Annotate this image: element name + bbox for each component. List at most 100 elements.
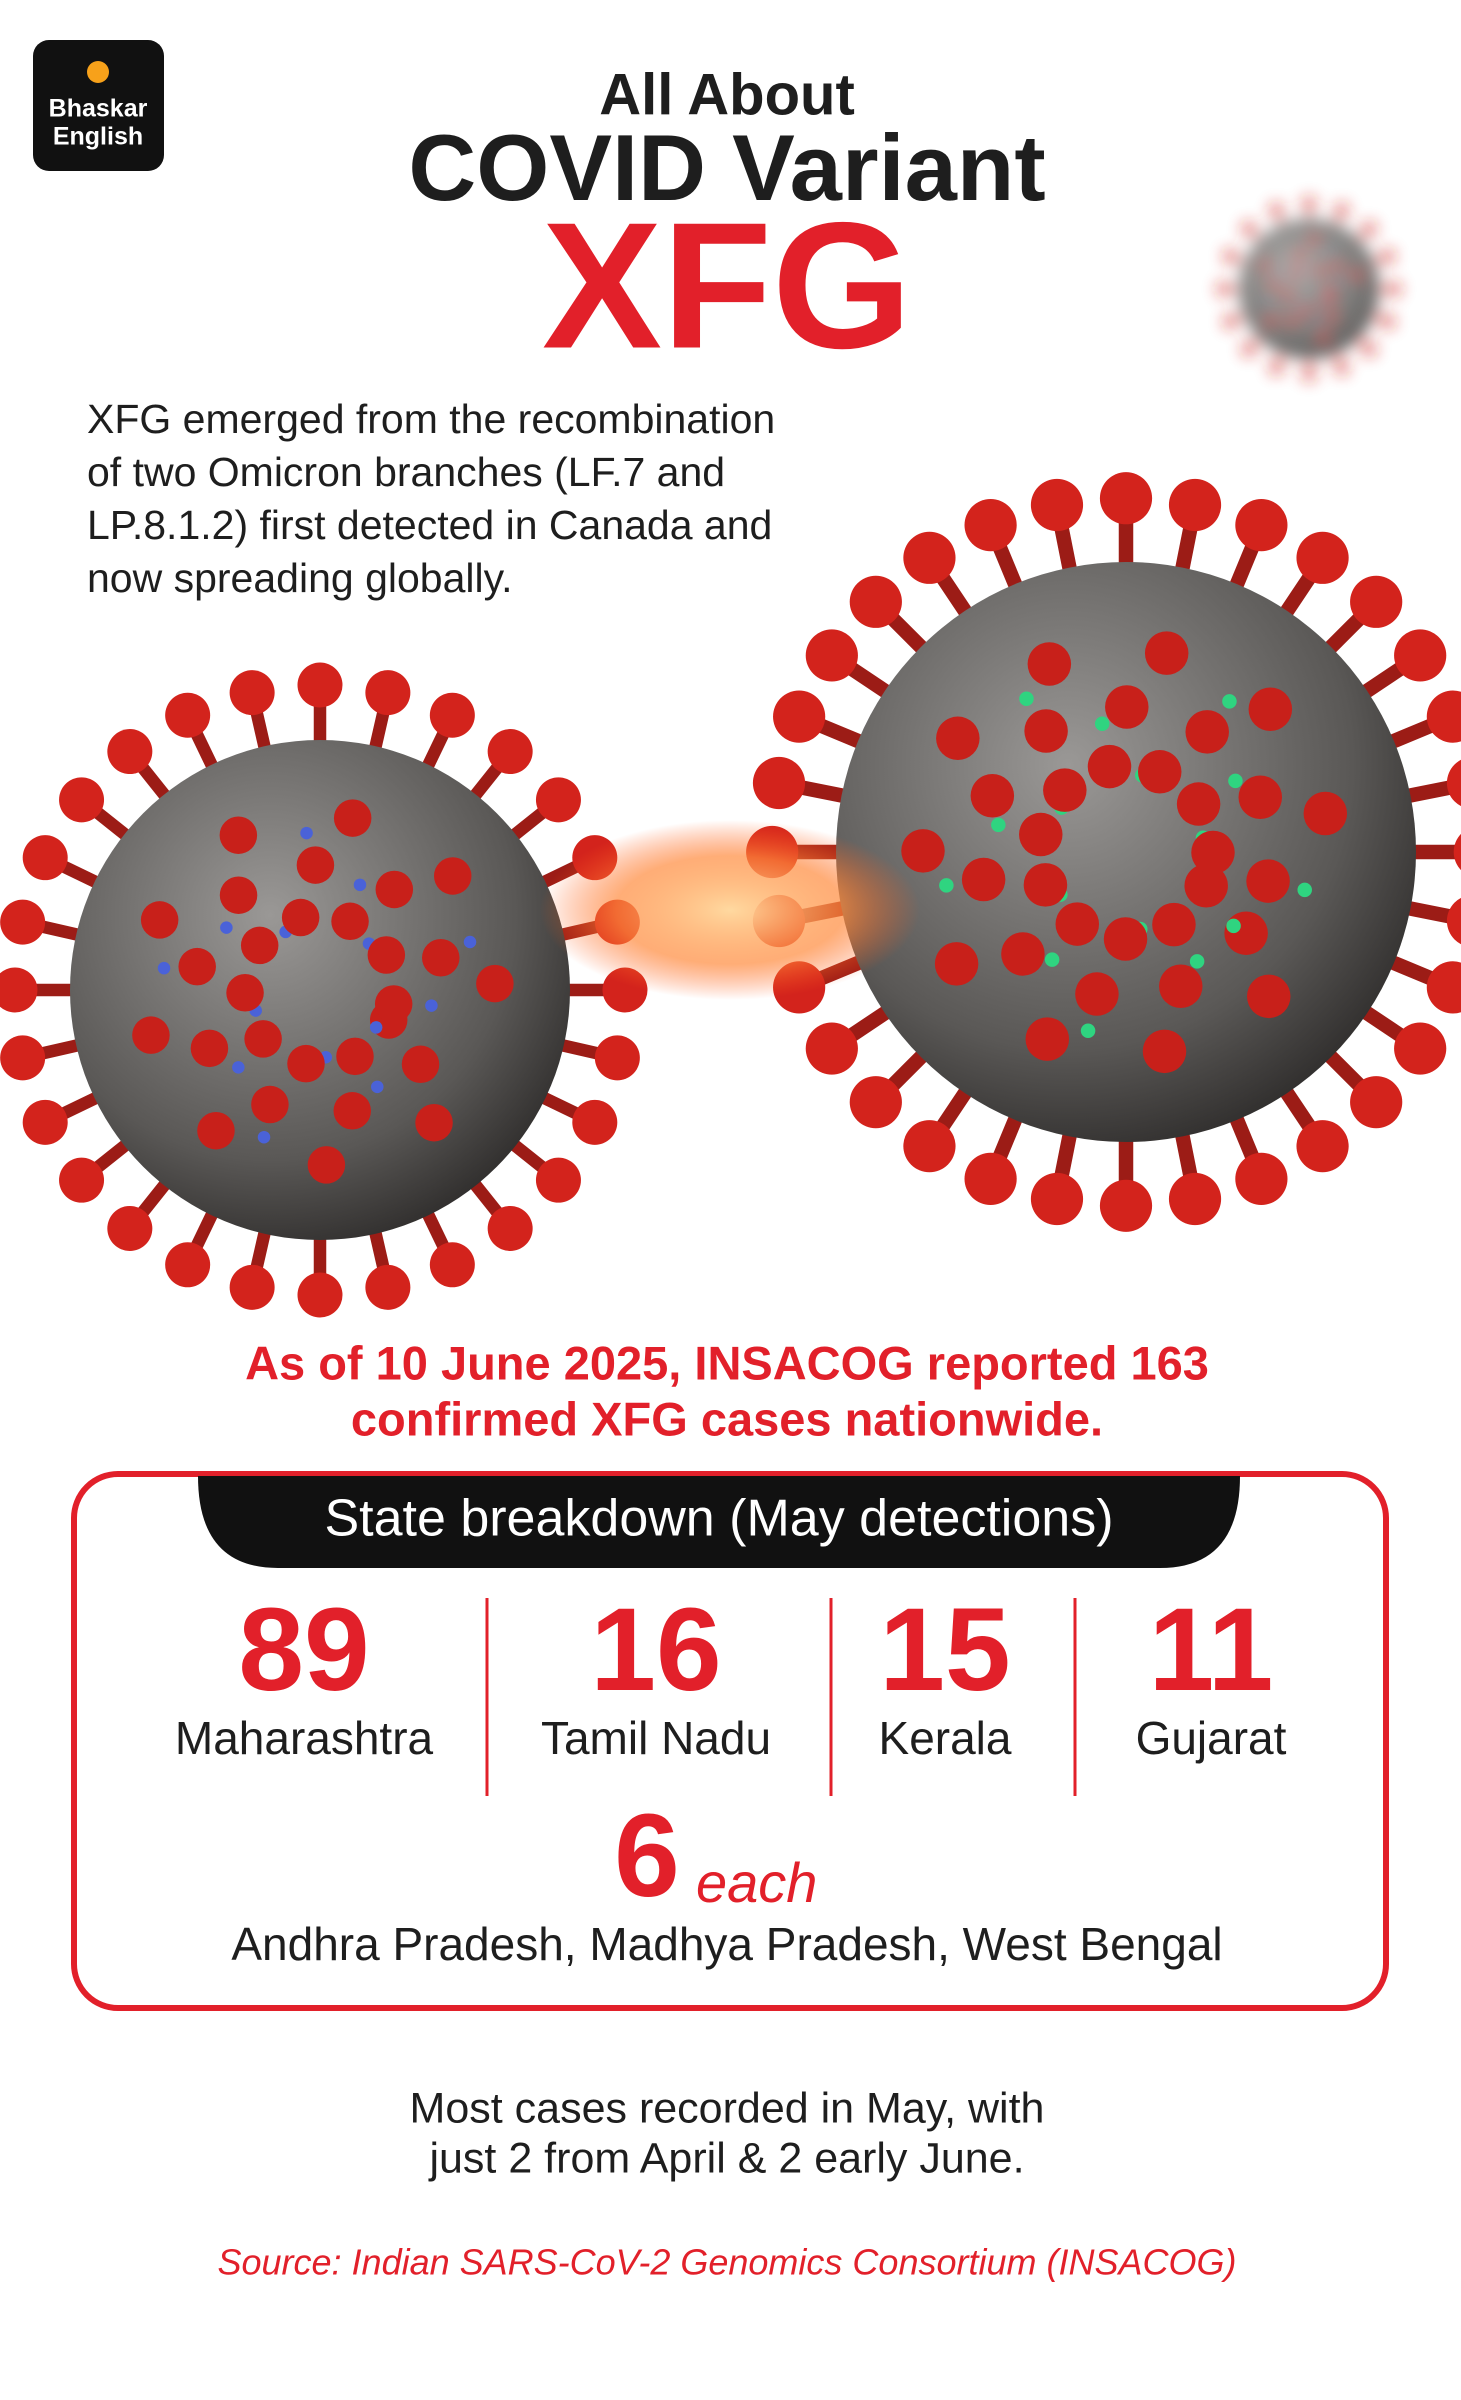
- spike-head: [1168, 478, 1222, 532]
- surface-spike: [1159, 964, 1203, 1009]
- spike-head: [1350, 1076, 1403, 1129]
- spike-head: [229, 670, 275, 716]
- surface-dot: [1222, 694, 1237, 709]
- spike-head: [22, 1099, 68, 1145]
- surface-spike: [1301, 304, 1313, 316]
- headline: As of 10 June 2025, INSACOG reported 163: [245, 1336, 1209, 1389]
- spike-head: [0, 1035, 46, 1081]
- surface-spike: [374, 985, 413, 1023]
- surface-dot: [1080, 1023, 1096, 1038]
- spike-head: [1030, 478, 1084, 532]
- surface-dot: [300, 826, 313, 840]
- surface-spike: [1105, 685, 1149, 729]
- spike-head: [1394, 1022, 1447, 1075]
- spike-head: [229, 1264, 275, 1310]
- spike-head: [964, 499, 1017, 552]
- spike-head: [165, 692, 211, 738]
- state-name: Maharashtra: [175, 1712, 434, 1764]
- surface-spike: [1137, 750, 1182, 794]
- surface-spike: [178, 947, 216, 986]
- surface-spike: [961, 857, 1006, 902]
- surface-spike: [375, 870, 414, 909]
- surface-spike: [1043, 768, 1087, 812]
- headline: confirmed XFG cases nationwide.: [351, 1392, 1103, 1445]
- spike-head: [903, 531, 956, 584]
- intro-line: LP.8.1.2) first detected in Canada and: [87, 502, 772, 548]
- spike-head: [297, 662, 343, 708]
- spike-head: [1446, 759, 1461, 807]
- surface-spike: [197, 1111, 235, 1150]
- spike-head: [849, 1076, 902, 1129]
- energy-beam: [540, 820, 920, 1000]
- surface-spike: [1290, 267, 1302, 278]
- spike-head: [903, 1120, 956, 1173]
- surface-dot: [157, 961, 171, 975]
- surface-dot: [991, 817, 1006, 833]
- surface-spike: [1185, 710, 1229, 754]
- spike-head: [849, 575, 902, 628]
- surface-dot: [1279, 272, 1284, 276]
- spike-head: [1270, 203, 1283, 217]
- logo-box: [33, 40, 164, 171]
- spike-head: [1296, 531, 1349, 584]
- surface-spike: [307, 1146, 346, 1184]
- surface-spike: [1247, 974, 1291, 1019]
- surface-spike: [1268, 280, 1280, 291]
- surface-dot: [220, 921, 233, 934]
- surface-spike: [401, 1045, 440, 1084]
- surface-spike: [422, 938, 460, 977]
- spike-head: [487, 1205, 533, 1251]
- surface-dot: [939, 878, 954, 893]
- spike-head: [1302, 197, 1316, 210]
- surface-spike: [190, 1029, 229, 1068]
- surface-spike: [1265, 314, 1277, 326]
- spike-head: [1363, 343, 1376, 356]
- variant-name: XFG: [542, 186, 912, 387]
- spike-head: [1270, 361, 1283, 375]
- surface-spike: [1248, 687, 1293, 731]
- group-suffix: each: [696, 1851, 817, 1914]
- state-name: Tamil Nadu: [541, 1712, 771, 1764]
- spike-head: [1394, 629, 1447, 682]
- surface-spike: [1142, 1029, 1187, 1074]
- surface-spike: [1024, 709, 1068, 753]
- spike-head: [487, 729, 533, 775]
- group-states: Andhra Pradesh, Madhya Pradesh, West Ben…: [231, 1918, 1222, 1970]
- surface-spike: [219, 816, 258, 854]
- spike-head: [805, 629, 858, 682]
- spike-head: [1388, 282, 1401, 296]
- surface-spike: [336, 1037, 374, 1076]
- surface-dot: [1301, 269, 1306, 273]
- surface-spike: [1023, 863, 1068, 907]
- spike-head: [1235, 499, 1288, 552]
- surface-spike: [331, 902, 369, 941]
- spike-head: [107, 1205, 153, 1251]
- surface-spike: [476, 964, 514, 1003]
- surface-dot: [1094, 716, 1110, 731]
- surface-spike: [1287, 314, 1298, 326]
- surface-spike: [1001, 932, 1045, 976]
- surface-spike: [1350, 269, 1362, 281]
- surface-dot: [257, 1130, 271, 1144]
- spike-head: [752, 756, 806, 810]
- spike-head: [594, 1035, 640, 1081]
- spike-head: [1335, 203, 1348, 217]
- surface-dot: [1323, 296, 1328, 300]
- surface-spike: [1176, 782, 1221, 826]
- spike-head: [1242, 343, 1255, 356]
- spike-head: [1242, 222, 1255, 235]
- surface-spike: [367, 936, 406, 974]
- spike-head: [535, 1157, 581, 1203]
- surface-dot: [1337, 278, 1342, 282]
- state-name: Kerala: [879, 1712, 1012, 1764]
- state-name: Gujarat: [1136, 1712, 1287, 1764]
- surface-dot: [1298, 303, 1302, 308]
- kicker: All About: [599, 62, 855, 127]
- virus: [0, 662, 648, 1318]
- surface-dot: [425, 999, 438, 1012]
- spike-head: [1363, 222, 1376, 235]
- spike-head: [1223, 315, 1237, 328]
- state-count: 89: [238, 1584, 369, 1716]
- spike-head: [1223, 250, 1237, 263]
